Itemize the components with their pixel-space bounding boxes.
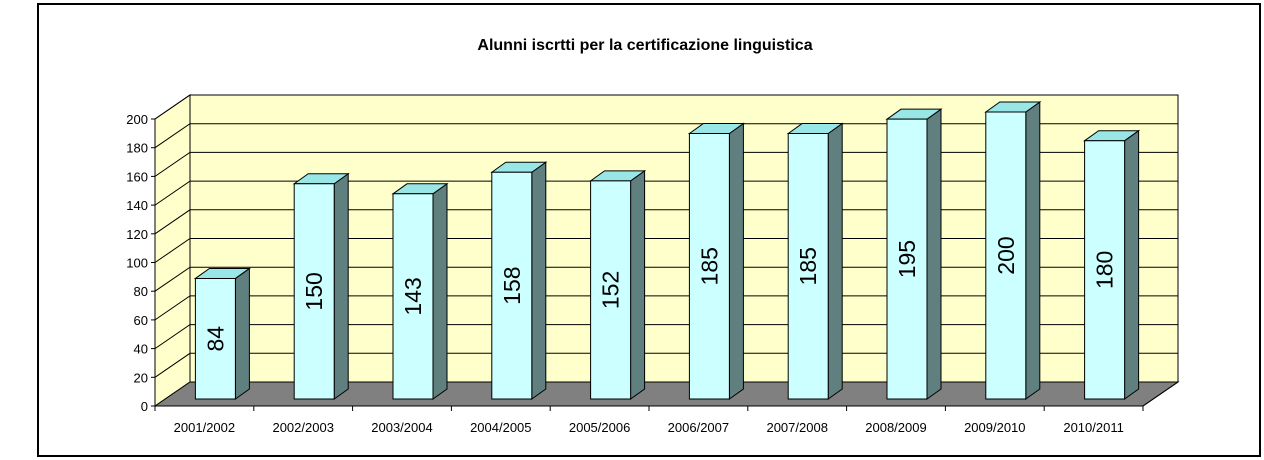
bar-side: [630, 169, 646, 400]
bar: [786, 122, 844, 400]
value-label: 84: [202, 326, 228, 352]
grid-line: [154, 151, 1178, 177]
y-tick-label: 20: [134, 370, 148, 385]
y-tick-label: 60: [134, 313, 148, 328]
y-tick-label: 0: [141, 399, 148, 414]
y-tick-label: 80: [134, 284, 148, 299]
x-tick-label: 2007/2008: [766, 420, 827, 435]
x-tick-label: 2001/2002: [174, 420, 235, 435]
x-tick-label: 2010/2011: [1063, 420, 1124, 435]
y-tick-label: 120: [126, 227, 148, 242]
bar-front: [886, 118, 928, 400]
grid-line: [154, 295, 1178, 321]
grid-line: [154, 180, 1178, 206]
grid-line: [154, 266, 1178, 292]
value-label: 143: [400, 277, 426, 315]
value-label: 152: [598, 271, 624, 309]
bar: [193, 267, 251, 400]
bar-side: [728, 122, 744, 400]
value-label: 180: [1092, 251, 1118, 289]
grid-line: [154, 209, 1178, 235]
y-tick-label: 180: [126, 141, 148, 156]
bar: [687, 122, 745, 400]
bar-side: [926, 108, 942, 400]
bar-side: [1025, 101, 1041, 400]
y-tick-label: 140: [126, 198, 148, 213]
value-label: 185: [795, 247, 821, 285]
value-label: 150: [301, 272, 327, 310]
chart-title: Alunni iscrtti per la certificazione lin…: [477, 37, 812, 54]
x-tick-label: 2009/2010: [964, 420, 1025, 435]
bar-front: [194, 277, 236, 400]
y-tick-label: 160: [126, 169, 148, 184]
value-label: 158: [499, 266, 525, 304]
value-label: 185: [696, 247, 722, 285]
grid-line: [154, 352, 1178, 378]
bar-side: [234, 267, 250, 400]
bar: [391, 182, 449, 400]
x-tick-label: 2003/2004: [371, 420, 432, 435]
bar-front: [787, 133, 829, 400]
x-tick-label: 2004/2005: [470, 420, 531, 435]
grid-line: [154, 94, 1178, 120]
x-tick-label: 2005/2006: [569, 420, 630, 435]
grid-line: [154, 123, 1178, 149]
x-tick-label: 2006/2007: [668, 420, 729, 435]
bar-side: [827, 122, 843, 400]
value-label: 195: [894, 240, 920, 278]
bar-front: [985, 111, 1027, 400]
grid-line: [154, 324, 1178, 350]
bar: [589, 169, 647, 400]
grid-line: [154, 238, 1178, 263]
value-label: 200: [993, 236, 1019, 274]
bar-front: [1084, 140, 1126, 400]
x-tick-label: 2008/2009: [865, 420, 926, 435]
bar-front: [293, 183, 335, 400]
bar-side: [432, 182, 448, 400]
bar-front: [688, 133, 730, 400]
bar-side: [531, 161, 547, 400]
bar: [292, 172, 350, 400]
y-tick-label: 100: [126, 256, 148, 271]
bar: [984, 101, 1042, 400]
bar-front: [590, 180, 632, 400]
y-tick-label: 200: [126, 112, 148, 127]
bar-front: [491, 171, 533, 400]
bar: [885, 108, 943, 400]
y-tick-label: 40: [134, 342, 148, 357]
bar-front: [392, 193, 434, 400]
x-tick-label: 2002/2003: [272, 420, 333, 435]
bar: [1083, 129, 1141, 400]
bar: [490, 161, 548, 400]
bar-side: [333, 172, 349, 400]
floor-edge: [1142, 381, 1179, 407]
bar-side: [1124, 129, 1140, 400]
